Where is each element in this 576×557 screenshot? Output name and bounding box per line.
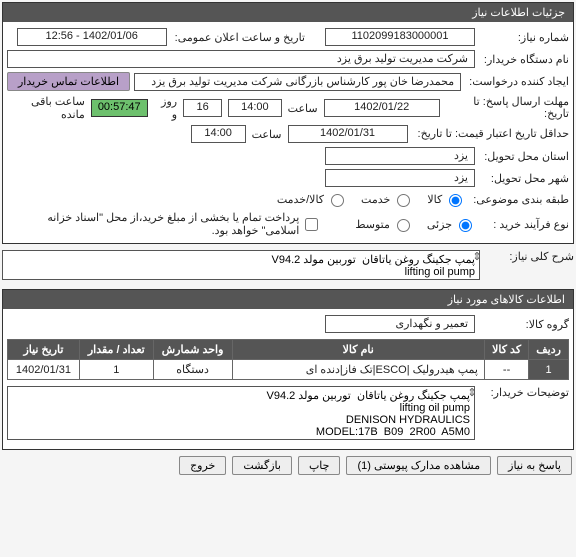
label-category: طبقه بندی موضوعی: (469, 193, 569, 206)
value-goods-group: تعمیر و نگهداری (325, 315, 475, 333)
radio-medium-input[interactable] (397, 219, 410, 232)
request-desc-block: شرح کلی نیاز: ⇕ (2, 248, 574, 285)
value-announce-date: 1402/01/06 - 12:56 (17, 28, 167, 46)
info-panel: جزئیات اطلاعات نیاز شماره نیاز: 11020991… (2, 2, 574, 244)
col-name: نام کالا (232, 340, 484, 360)
radio-both[interactable]: کالا/خدمت (277, 191, 347, 207)
value-buyer-org: شرکت مدیریت تولید برق یزد (7, 50, 475, 68)
label-goods-group: گروه کالا: (479, 318, 569, 331)
label-validity-time: ساعت (252, 128, 282, 141)
value-deadline-time: 14:00 (228, 99, 282, 117)
exit-button[interactable]: خروج (179, 456, 226, 475)
checkbox-islamic-bonds-input[interactable] (305, 218, 318, 231)
radio-small[interactable]: جزئی (427, 216, 475, 232)
footer-bar: پاسخ به نیاز مشاهده مدارک پیوستی (1) چاپ… (0, 452, 576, 479)
radio-service-label: خدمت (361, 193, 390, 206)
print-button[interactable]: چاپ (298, 456, 341, 475)
value-validity-time: 14:00 (191, 125, 246, 143)
label-request-desc: شرح کلی نیاز: (484, 250, 574, 263)
items-table: ردیف کد کالا نام کالا واحد شمارش تعداد /… (7, 339, 569, 380)
label-buyer-org: نام دستگاه خریدار: (479, 53, 569, 66)
items-panel: اطلاعات کالاهای مورد نیاز گروه کالا: تعم… (2, 289, 574, 450)
radio-medium-label: متوسط (355, 218, 390, 231)
cell-name: پمپ هیدرولیک |ESCO|تک فاز|دنده ای (232, 360, 484, 380)
checkbox-islamic-bonds-label: پرداخت تمام یا بخشی از مبلغ خرید،از محل … (17, 211, 299, 237)
table-row[interactable]: 1 -- پمپ هیدرولیک |ESCO|تک فاز|دنده ای د… (8, 360, 569, 380)
col-code: کد کالا (484, 340, 528, 360)
radio-both-label: کالا/خدمت (277, 193, 324, 206)
resize-handle-icon[interactable]: ⇕ (472, 250, 482, 263)
checkbox-islamic-bonds[interactable]: پرداخت تمام یا بخشی از مبلغ خرید،از محل … (17, 211, 321, 237)
back-button[interactable]: بازگشت (232, 456, 292, 475)
radio-goods-label: کالا (427, 193, 442, 206)
radio-goods[interactable]: کالا (427, 191, 465, 207)
radio-service[interactable]: خدمت (361, 191, 413, 207)
request-desc-textarea[interactable] (2, 250, 480, 280)
label-deadline: مهلت ارسال پاسخ: تا تاریخ: (446, 96, 569, 120)
respond-button[interactable]: پاسخ به نیاز (497, 456, 572, 475)
cell-row: 1 (529, 360, 569, 380)
label-announce-date: تاریخ و ساعت اعلان عمومی: (171, 31, 305, 44)
value-validity-date: 1402/01/31 (288, 125, 408, 143)
label-province: استان محل تحویل: (479, 150, 569, 163)
col-unit: واحد شمارش (153, 340, 232, 360)
label-city: شهر محل تحویل: (479, 172, 569, 185)
label-buyer-note: توضیحات خریدار: (479, 386, 569, 399)
radio-small-label: جزئی (427, 218, 452, 231)
cell-qty: 1 (79, 360, 153, 380)
col-date: تاریخ نیاز (8, 340, 80, 360)
info-panel-body: شماره نیاز: 1102099183000001 تاریخ و ساع… (3, 22, 573, 243)
radio-small-input[interactable] (459, 219, 472, 232)
contact-buyer-button[interactable]: اطلاعات تماس خریدار (7, 72, 130, 91)
items-panel-body: گروه کالا: تعمیر و نگهداری ردیف کد کالا … (3, 309, 573, 449)
col-row: ردیف (529, 340, 569, 360)
radio-service-input[interactable] (397, 194, 410, 207)
buyer-note-textarea[interactable] (7, 386, 475, 440)
label-buy-type: نوع فرآیند خرید : (479, 218, 569, 231)
info-panel-title: جزئیات اطلاعات نیاز (3, 3, 573, 22)
value-deadline-date: 1402/01/22 (324, 99, 440, 117)
label-remain-days: روز و (154, 95, 177, 121)
items-table-head-row: ردیف کد کالا نام کالا واحد شمارش تعداد /… (8, 340, 569, 360)
col-qty: تعداد / مقدار (79, 340, 153, 360)
value-creator: محمدرضا خان پور کارشناس بازرگانی شرکت مد… (134, 73, 461, 91)
cell-unit: دستگاه (153, 360, 232, 380)
label-validity: حداقل تاریخ اعتبار قیمت: تا تاریخ: (414, 128, 569, 140)
attachments-button[interactable]: مشاهده مدارک پیوستی (1) (346, 456, 491, 475)
value-request-number: 1102099183000001 (325, 28, 475, 46)
cell-date: 1402/01/31 (8, 360, 80, 380)
label-deadline-time: ساعت (288, 102, 318, 115)
countdown-timer: 00:57:47 (91, 99, 148, 117)
radio-both-input[interactable] (331, 194, 344, 207)
label-creator: ایجاد کننده درخواست: (465, 75, 569, 88)
value-city: یزد (325, 169, 475, 187)
label-request-number: شماره نیاز: (479, 31, 569, 44)
resize-handle-icon[interactable]: ⇕ (467, 386, 477, 399)
value-province: یزد (325, 147, 475, 165)
value-remain-days: 16 (183, 99, 222, 117)
radio-medium[interactable]: متوسط (355, 216, 413, 232)
label-remain-hours: ساعت باقی مانده (7, 95, 85, 121)
cell-code: -- (484, 360, 528, 380)
items-panel-title: اطلاعات کالاهای مورد نیاز (3, 290, 573, 309)
radio-goods-input[interactable] (449, 194, 462, 207)
